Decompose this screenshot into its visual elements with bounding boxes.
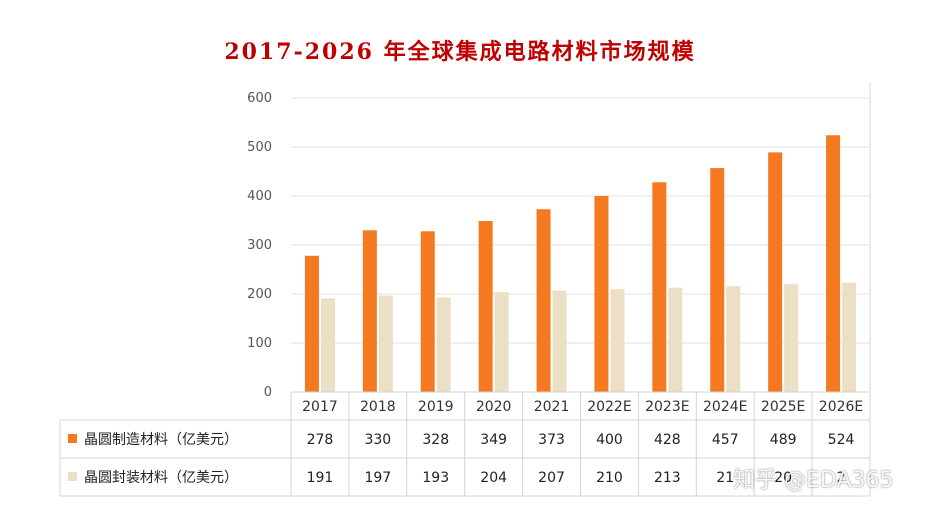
- data-label: 489: [770, 432, 797, 448]
- watermark: 知乎 @EDA365: [733, 468, 894, 493]
- bar-wafer-fab: [536, 209, 551, 392]
- bar-packaging: [726, 286, 741, 392]
- data-label: 328: [422, 432, 449, 448]
- bar-wafer-fab: [362, 230, 377, 392]
- x-tick-label: 2018: [360, 399, 396, 415]
- x-tick-label: 2025E: [761, 399, 805, 415]
- data-label: 204: [480, 470, 507, 486]
- y-tick-label: 0: [264, 385, 272, 400]
- data-label: 207: [538, 470, 565, 486]
- y-tick-label: 200: [247, 287, 272, 302]
- bar-packaging: [320, 298, 335, 392]
- data-label: 349: [480, 432, 507, 448]
- legend-swatch: [68, 434, 77, 443]
- bar-wafer-fab: [594, 196, 609, 392]
- x-tick-label: 2019: [418, 399, 454, 415]
- bar-packaging: [842, 282, 857, 392]
- data-label: 457: [712, 432, 739, 448]
- x-tick-label: 2024E: [703, 399, 747, 415]
- data-label: 2: [837, 470, 846, 486]
- x-tick-label: 2022E: [587, 399, 631, 415]
- bar-packaging: [494, 292, 509, 392]
- x-tick-label: 2021: [534, 399, 570, 415]
- data-label: 278: [307, 432, 334, 448]
- y-tick-label: 100: [247, 336, 272, 351]
- bar-wafer-fab: [652, 182, 667, 392]
- bar-packaging: [552, 290, 567, 392]
- y-tick-label: 400: [247, 189, 272, 204]
- data-label: 373: [538, 432, 565, 448]
- y-tick-label: 600: [247, 91, 272, 106]
- data-label: 21: [716, 470, 734, 486]
- bar-wafer-fab: [304, 255, 319, 392]
- y-tick-label: 500: [247, 140, 272, 155]
- bar-packaging: [436, 297, 451, 392]
- x-tick-label: 2020: [476, 399, 512, 415]
- data-label: 213: [654, 470, 681, 486]
- data-label: 20: [774, 470, 792, 486]
- data-label: 193: [422, 470, 449, 486]
- data-label: 197: [364, 470, 391, 486]
- legend-label: 晶圆制造材料（亿美元）: [84, 432, 238, 448]
- legend-label: 晶圆封装材料（亿美元）: [84, 470, 238, 486]
- x-tick-label: 2023E: [645, 399, 689, 415]
- data-label: 191: [307, 470, 334, 486]
- bar-wafer-fab: [710, 168, 725, 392]
- chart-title: 2017-2026 年全球集成电路材料市场规模: [224, 39, 696, 65]
- data-label: 428: [654, 432, 681, 448]
- bar-wafer-fab: [420, 231, 435, 392]
- bar-packaging: [378, 295, 393, 392]
- bar-packaging: [668, 287, 683, 392]
- data-label: 400: [596, 432, 623, 448]
- bar-wafer-fab: [478, 220, 493, 392]
- x-tick-label: 2026E: [819, 399, 863, 415]
- bar-wafer-fab: [768, 152, 783, 392]
- y-tick-label: 300: [247, 238, 272, 253]
- legend-swatch: [68, 472, 77, 481]
- data-label: 210: [596, 470, 623, 486]
- data-label: 330: [364, 432, 391, 448]
- bar-packaging: [784, 284, 799, 392]
- bar-wafer-fab: [826, 135, 841, 393]
- x-tick-label: 2017: [302, 399, 338, 415]
- bar-packaging: [610, 289, 625, 392]
- data-label: 524: [828, 432, 855, 448]
